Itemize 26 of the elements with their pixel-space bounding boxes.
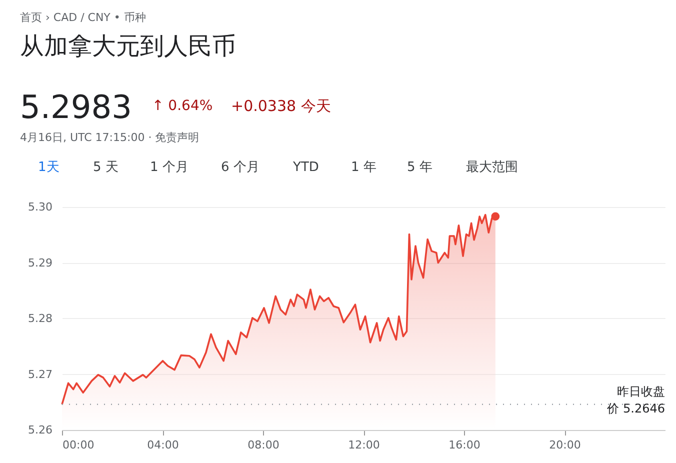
text: 5 天 [93, 160, 118, 175]
y-tick-label: 5.26 [28, 424, 52, 436]
text: 1 个月 [150, 160, 188, 175]
y-tick-label: 5.28 [28, 312, 52, 325]
chart-title: 从加拿大元到人民币 [20, 32, 236, 60]
text: 6 个月 [221, 160, 260, 175]
y-tick-label: 5.27 [28, 368, 52, 381]
text: 首页 › CAD / CNY • 币种 [20, 11, 146, 24]
y-tick-label: 5.29 [28, 256, 52, 270]
x-tick-label: 20:00 [549, 438, 581, 452]
x-tick-label: 04:00 [147, 438, 179, 452]
text: 1 年 [351, 160, 376, 175]
x-tick-label: 16:00 [448, 438, 480, 452]
text: ↑ 0.64% [152, 98, 213, 114]
ref-line-label: 昨日收盘价 5.2646 [606, 384, 665, 416]
text: +0.0338 今天 [231, 97, 331, 115]
x-tick-label: 08:00 [248, 438, 280, 452]
text: 4月16日, UTC 17:15:00 · 免责声明 [20, 131, 200, 144]
x-tick-label: 12:00 [348, 438, 380, 452]
text: YTD [292, 160, 319, 175]
text: 最大范围 [466, 160, 518, 175]
y-tick-label: 5.30 [28, 200, 52, 214]
x-tick-label: 00:00 [62, 438, 94, 452]
text: 1天 [38, 160, 60, 175]
text: 5.2983 [20, 88, 132, 126]
text: 5 年 [407, 160, 432, 175]
